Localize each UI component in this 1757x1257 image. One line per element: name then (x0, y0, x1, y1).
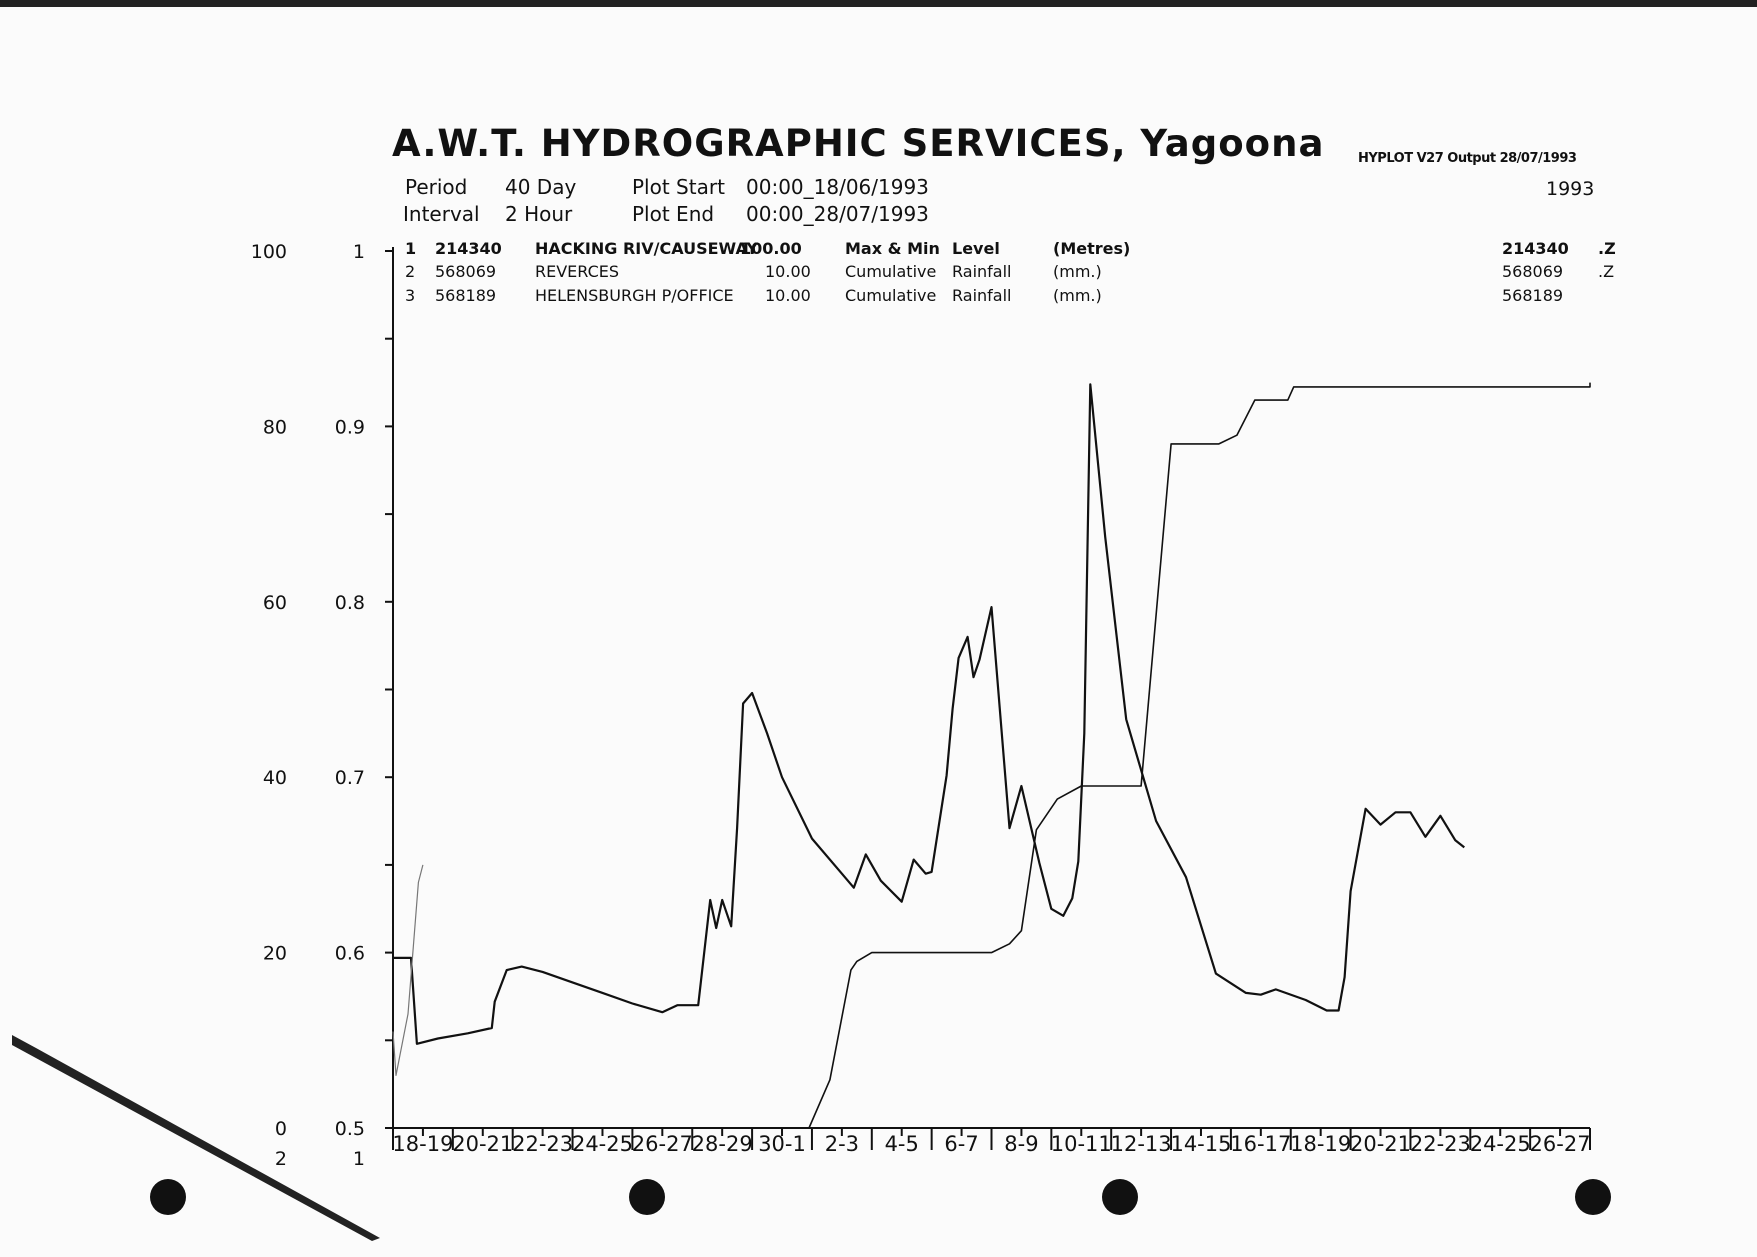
legend-desc1: Max & Min (845, 239, 940, 258)
x-tick-label: 14-15 (1170, 1132, 1231, 1156)
legend-site: 214340 (435, 239, 502, 258)
rain-tick-label: 100 (251, 241, 287, 263)
x-tick-label: 16-17 (1230, 1132, 1291, 1156)
legend-scale: 100.00 (740, 239, 802, 258)
interval-value: 2 Hour (505, 202, 573, 226)
x-tick-label: 2-3 (825, 1132, 859, 1156)
legend-site: 568189 (435, 286, 497, 305)
series-line-3 (808, 382, 1591, 1129)
legend-file: 568189 (1502, 286, 1564, 305)
level-tick-label: 0.8 (335, 592, 365, 614)
x-tick-label: 20-21 (1350, 1132, 1411, 1156)
legend-name: HACKING RIV/CAUSEWAY (535, 239, 758, 258)
rain-tick-label: 20 (263, 943, 287, 965)
legend-unit: (mm.) (1053, 286, 1102, 305)
plot-start-value: 00:00_18/06/1993 (746, 175, 929, 199)
level-tick-label: 1 (353, 241, 365, 263)
plot-end-value: 00:00_28/07/1993 (746, 202, 929, 226)
period-value: 40 Day (505, 175, 577, 199)
legend-desc1: Cumulative (845, 286, 937, 305)
x-tick-label: 4-5 (885, 1132, 919, 1156)
legend-desc2: Level (952, 239, 1000, 258)
x-tick-label: 30-1 (758, 1132, 806, 1156)
plot-end-label: Plot End (632, 202, 715, 226)
chart-series (392, 382, 1591, 1129)
legend-unit: (Metres) (1053, 239, 1131, 258)
x-tick-label: 12-13 (1111, 1132, 1172, 1156)
legend-ext: .Z (1598, 239, 1616, 258)
x-tick-label: 24-25 (572, 1132, 633, 1156)
x-tick-label: 28-29 (692, 1132, 753, 1156)
scan-top-border (0, 0, 1757, 7)
level-tick-label: 0.7 (335, 767, 365, 789)
year-label: 1993 (1546, 178, 1595, 200)
x-tick-label: 10-11 (1051, 1132, 1112, 1156)
legend-scale: 10.00 (765, 286, 811, 305)
x-tick-label: 22-23 (1410, 1132, 1471, 1156)
rain-tick-label: 0 (275, 1118, 287, 1140)
legend-desc2: Rainfall (952, 262, 1012, 281)
legend-desc2: Rainfall (952, 286, 1012, 305)
level-tick-label: 0.6 (335, 943, 365, 965)
punch-hole (629, 1179, 665, 1215)
fold-line (12, 1035, 380, 1241)
level-tick-label: 0.5 (335, 1118, 365, 1140)
legend-num: 1 (405, 239, 417, 258)
legend-site: 568069 (435, 262, 497, 281)
level-tick-label: 0.9 (335, 416, 365, 438)
punch-hole (1575, 1179, 1611, 1215)
level-axis-bottom-label: 1 (353, 1148, 365, 1170)
chart-title: A.W.T. HYDROGRAPHIC SERVICES, Yagoona (392, 122, 1325, 165)
scan-decorations (12, 1035, 1611, 1241)
series-line-1 (393, 383, 1465, 1045)
series-line-2 (392, 864, 424, 1077)
x-tick-label: 26-27 (1530, 1132, 1591, 1156)
hyplot-output-label: HYPLOT V27 Output 28/07/1993 (1358, 151, 1577, 166)
rain-tick-label: 60 (263, 592, 287, 614)
x-tick-label: 20-21 (452, 1132, 513, 1156)
legend-num: 3 (405, 286, 416, 305)
legend-name: HELENSBURGH P/OFFICE (535, 286, 734, 305)
x-tick-label: 26-27 (632, 1132, 693, 1156)
x-tick-label: 22-23 (512, 1132, 573, 1156)
x-tick-label: 8-9 (1004, 1132, 1038, 1156)
legend-ext: .Z (1598, 262, 1615, 281)
x-tick-label: 24-25 (1470, 1132, 1531, 1156)
rain-axis-bottom-label: 2 (275, 1148, 287, 1170)
period-label: Period (405, 175, 468, 199)
legend-unit: (mm.) (1053, 262, 1102, 281)
legend-name: REVERCES (535, 262, 620, 281)
punch-hole (1102, 1179, 1138, 1215)
plot-start-label: Plot Start (632, 175, 725, 199)
legend-scale: 10.00 (765, 262, 811, 281)
legend-desc1: Cumulative (845, 262, 937, 281)
interval-label: Interval (403, 202, 480, 226)
legend-file: 568069 (1502, 262, 1564, 281)
rain-tick-label: 80 (263, 416, 287, 438)
x-tick-label: 18-19 (1290, 1132, 1351, 1156)
x-tick-label: 6-7 (944, 1132, 978, 1156)
legend-file: 214340 (1502, 239, 1569, 258)
punch-hole (150, 1179, 186, 1215)
x-tick-label: 18-19 (392, 1132, 453, 1156)
legend-num: 2 (405, 262, 416, 281)
rain-tick-label: 40 (263, 767, 287, 789)
